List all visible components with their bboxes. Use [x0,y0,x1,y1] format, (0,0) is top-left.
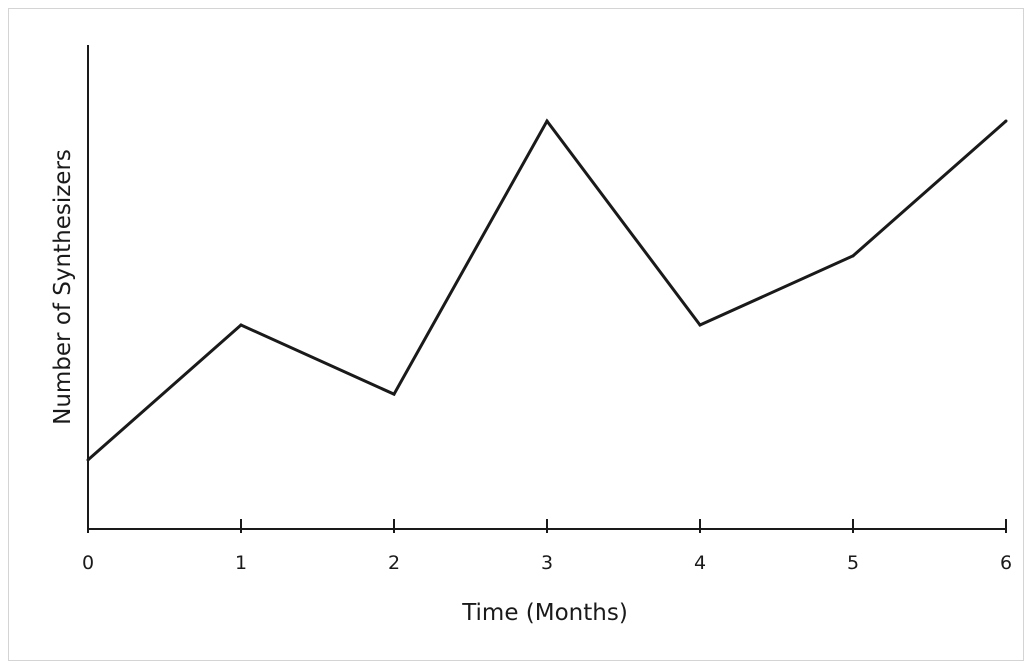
x-tick-label-2: 2 [388,552,400,574]
data-point-0-2 [392,392,396,396]
data-point-0-0 [86,458,90,462]
x-tick-label-4: 4 [694,552,706,574]
data-point-0-1 [239,323,243,327]
data-point-0-4 [698,323,702,327]
x-tick-label-6: 6 [1000,552,1012,574]
data-point-0-6 [1004,119,1008,123]
data-point-0-3 [545,119,549,123]
x-tick-label-5: 5 [847,552,859,574]
data-point-0-5 [851,254,855,258]
x-axis-label: Time (Months) [461,600,628,626]
series-line-0 [87,118,1007,461]
x-tick-label-0: 0 [82,552,94,574]
y-axis-label: Number of Synthesizers [50,149,76,425]
series-group [86,118,1008,462]
x-tick-label-1: 1 [235,552,247,574]
x-ticks [87,519,1007,533]
x-tick-label-3: 3 [541,552,553,574]
x-tick-labels: 0 1 2 3 4 5 6 [82,552,1012,574]
chart-frame [8,8,1024,661]
